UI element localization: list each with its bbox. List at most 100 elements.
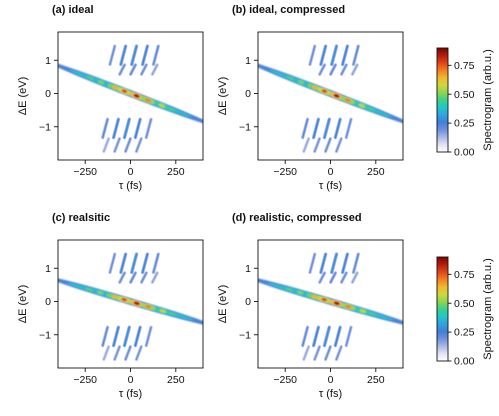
x-tick-label: −250 [273, 166, 297, 178]
hot-spot-core [97, 80, 105, 85]
colorbar-tick-label: 0.25 [454, 327, 475, 339]
colorbar-tick-label: 0.50 [454, 298, 475, 310]
central-streak [58, 274, 203, 329]
y-tick-label: 0 [245, 88, 251, 100]
y-tick-label: −1 [239, 329, 251, 341]
y-axis-label: ΔE (eV) [17, 285, 29, 324]
panel-title: (b) ideal, compressed [232, 4, 345, 16]
fringe [109, 253, 116, 274]
fringe [334, 326, 341, 347]
hot-spot-core [321, 89, 328, 93]
hot-spot-core [145, 304, 152, 309]
fringe [140, 64, 148, 76]
panel-b: −250 0 250 1 0 −1 τ (fs) ΔE (eV) (b) ideal, comp… [217, 4, 404, 192]
fringe [113, 345, 121, 361]
fringe [101, 326, 109, 347]
fringe [352, 45, 360, 66]
colorbar-label: Spectrogram (arb.u.) [482, 258, 494, 359]
fringe [340, 64, 348, 76]
fringe [129, 272, 137, 284]
fringe [351, 272, 358, 284]
fringe [135, 137, 143, 153]
fringe [140, 272, 148, 284]
fringe [335, 137, 343, 153]
fringe [309, 45, 316, 66]
colorbar-1: 0.00 0.25 0.50 0.75 Spectrogram (arb.u.) [436, 47, 494, 159]
fringe [145, 118, 152, 139]
y-tick-label: 0 [245, 296, 251, 308]
fringe [152, 253, 160, 274]
fringe [341, 45, 349, 66]
fringe [141, 253, 149, 274]
hot-spot-core [358, 103, 366, 108]
fringe [313, 137, 321, 153]
fringe [113, 137, 121, 153]
x-tick-label: −250 [273, 374, 297, 386]
fringe [330, 253, 338, 274]
fringe [318, 64, 326, 76]
colorbar-tick-label: 0.25 [454, 118, 475, 130]
hot-spot-core [159, 309, 167, 313]
panel-a: −250 0 250 1 0 −1 τ (fs) ΔE (eV) (a) ideal [17, 4, 204, 192]
fringe [312, 326, 320, 347]
spectrogram-image [58, 32, 203, 160]
fringe [301, 326, 309, 347]
y-tick-label: 1 [45, 263, 51, 275]
x-tick-label: 0 [128, 166, 134, 178]
fringe [112, 326, 120, 347]
y-tick-label: 1 [45, 55, 51, 67]
fringe [145, 326, 152, 347]
x-tick-label: 250 [167, 374, 185, 386]
fringe [312, 118, 320, 139]
hot-spot-core [133, 301, 140, 306]
panel-title: (a) ideal [52, 4, 94, 16]
fringe [124, 137, 132, 153]
panel-title: (c) realsitic [52, 212, 110, 224]
x-axis-label: τ (fs) [119, 180, 142, 192]
fringe [309, 253, 316, 274]
fringe [324, 345, 332, 361]
x-axis-label: τ (fs) [319, 180, 342, 192]
hot-spot-core [111, 295, 119, 299]
panel-title: (d) realistic, compressed [232, 212, 362, 224]
fringe [341, 253, 349, 274]
y-tick-label: 1 [245, 263, 251, 275]
colorbar-tick-label: 0.50 [454, 89, 475, 101]
hot-spot-core [359, 309, 367, 313]
hot-spot-core [312, 85, 319, 90]
colorbar-gradient [437, 48, 448, 152]
hot-spot-core [158, 103, 166, 108]
x-axis-label: τ (fs) [119, 388, 142, 400]
fringe [318, 272, 326, 284]
y-tick-label: −1 [39, 121, 51, 133]
x-tick-label: 250 [367, 166, 385, 178]
hot-spot-core [97, 290, 104, 295]
colorbar-tick-label: 0.75 [454, 60, 475, 72]
fringe [120, 253, 127, 274]
y-tick-label: −1 [39, 329, 51, 341]
fringe [134, 326, 141, 347]
fringe [303, 345, 310, 361]
fringe [135, 345, 143, 361]
hot-spot-core [144, 98, 151, 103]
central-streak [258, 274, 403, 329]
y-tick-label: 1 [245, 55, 251, 67]
x-axis-label: τ (fs) [319, 388, 342, 400]
x-tick-label: 0 [128, 374, 134, 386]
central-streak [58, 58, 203, 129]
fringe [103, 345, 110, 361]
fringe [141, 45, 149, 66]
hot-spot-core [311, 295, 319, 299]
colorbar-frame [436, 47, 449, 153]
fringe [120, 45, 127, 66]
fringe [151, 64, 158, 76]
fringe [301, 118, 309, 139]
colorbar-tick-label: 0.00 [454, 147, 475, 159]
x-tick-label: −250 [73, 374, 97, 386]
fringe [335, 345, 343, 361]
y-tick-label: 0 [45, 296, 51, 308]
y-tick-label: 0 [45, 88, 51, 100]
x-tick-label: 0 [328, 166, 334, 178]
fringe [334, 118, 341, 139]
